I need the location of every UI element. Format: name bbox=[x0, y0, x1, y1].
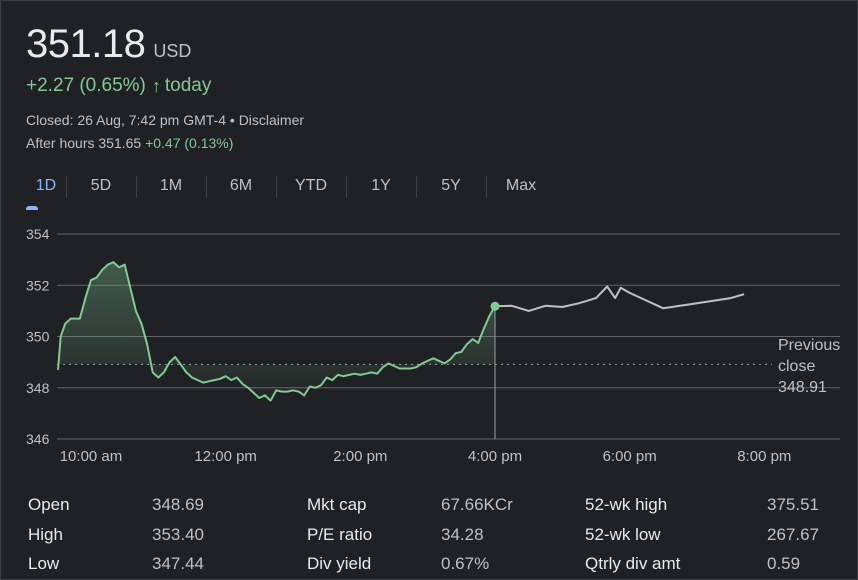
x-tick-label: 10:00 am bbox=[60, 448, 123, 465]
x-tick-label: 8:00 pm bbox=[737, 448, 791, 465]
y-tick-label: 350 bbox=[26, 329, 50, 345]
current-price: 351.18 bbox=[26, 22, 146, 66]
arrow-up-icon: ↑ bbox=[151, 75, 161, 96]
stat-value: 353.40 bbox=[152, 524, 204, 544]
after-hours-info: After hours 351.65 +0.47 (0.13%) bbox=[26, 135, 233, 151]
closed-text: Closed: 26 Aug, 7:42 pm GMT-4 • bbox=[26, 112, 235, 128]
closed-info: Closed: 26 Aug, 7:42 pm GMT-4 • Disclaim… bbox=[26, 112, 304, 128]
stats-table: Open 348.69 High 353.40 Low 347.44 Mkt cap 67.6… bbox=[0, 488, 858, 580]
tab-6m[interactable]: 6M bbox=[206, 172, 276, 206]
stat-label: Open bbox=[28, 495, 70, 514]
change-period: today bbox=[164, 75, 212, 96]
range-tabs: 1D 5D 1M 6M YTD 1Y 5Y Max bbox=[26, 172, 556, 210]
y-tick-label: 354 bbox=[26, 226, 50, 242]
stat-value: 0.59 bbox=[767, 554, 801, 573]
regular-session-area bbox=[58, 262, 495, 401]
x-tick-label: 2:00 pm bbox=[333, 448, 387, 465]
x-tick-label: 12:00 pm bbox=[194, 448, 257, 465]
previous-close-label: Previous bbox=[778, 337, 840, 354]
y-tick-label: 352 bbox=[26, 277, 50, 293]
y-tick-label: 346 bbox=[26, 431, 50, 447]
stat-value: 375.51 bbox=[767, 495, 819, 514]
stat-value: 0.67% bbox=[441, 554, 490, 573]
stat-value: 67.66KCr bbox=[441, 495, 513, 514]
x-tick-label: 4:00 pm bbox=[468, 448, 522, 465]
stat-label: P/E ratio bbox=[307, 524, 373, 544]
stat-label: Low bbox=[28, 554, 60, 573]
tab-ytd[interactable]: YTD bbox=[276, 172, 346, 206]
previous-close-label: close bbox=[778, 358, 815, 375]
y-tick-label: 348 bbox=[26, 380, 50, 396]
after-hours-line bbox=[494, 285, 745, 312]
tab-5d[interactable]: 5D bbox=[66, 172, 136, 206]
close-marker-dot bbox=[490, 301, 500, 311]
tab-1y[interactable]: 1Y bbox=[346, 172, 416, 206]
after-hours-label: After hours 351.65 bbox=[26, 135, 142, 151]
disclaimer-link[interactable]: Disclaimer bbox=[238, 112, 305, 128]
stat-label: Qtrly div amt bbox=[585, 554, 681, 573]
price-change: +2.27 (0.65%) ↑ today bbox=[26, 75, 211, 97]
stat-label: Div yield bbox=[307, 554, 372, 573]
currency-label: USD bbox=[153, 41, 192, 61]
tab-max[interactable]: Max bbox=[486, 172, 556, 206]
regular-session-line bbox=[57, 261, 496, 402]
price-chart: 354 352 350 348 346 Previous close 348.91 10:00 … bbox=[26, 226, 840, 465]
x-tick-label: 6:00 pm bbox=[603, 448, 657, 465]
stat-label: 52-wk low bbox=[585, 524, 661, 544]
stat-value: 34.28 bbox=[441, 524, 484, 544]
tab-5y[interactable]: 5Y bbox=[416, 172, 486, 206]
after-hours-change: +0.47 (0.13%) bbox=[145, 135, 234, 151]
price-row: 351.18 USD bbox=[26, 22, 191, 67]
stat-label: Mkt cap bbox=[307, 495, 367, 514]
stat-value: 348.69 bbox=[152, 495, 204, 514]
stat-label: 52-wk high bbox=[585, 495, 668, 514]
stat-value: 347.44 bbox=[152, 554, 204, 573]
change-value: +2.27 (0.65%) bbox=[26, 75, 146, 96]
stat-label: High bbox=[28, 524, 63, 544]
stat-value: 267.67 bbox=[767, 524, 819, 544]
tab-1d[interactable]: 1D bbox=[26, 172, 66, 210]
previous-close-label: 348.91 bbox=[778, 379, 827, 396]
tab-1m[interactable]: 1M bbox=[136, 172, 206, 206]
